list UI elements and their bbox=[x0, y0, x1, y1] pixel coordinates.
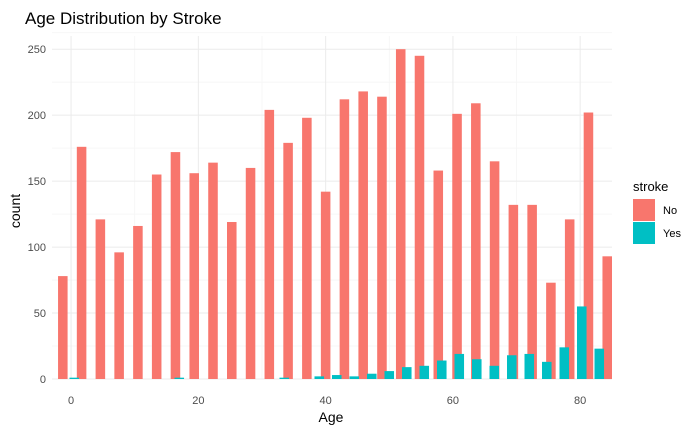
bars bbox=[58, 49, 612, 380]
bar-yes bbox=[472, 359, 482, 379]
bar-yes bbox=[542, 361, 552, 379]
bar-no bbox=[208, 162, 218, 379]
bar-yes bbox=[594, 348, 605, 379]
bar-yes bbox=[437, 360, 447, 379]
bar-yes bbox=[402, 367, 412, 379]
bar-yes bbox=[559, 347, 570, 379]
x-tick-label: 60 bbox=[447, 395, 459, 407]
bar-no bbox=[58, 276, 68, 379]
tick-labels: 0 50 100 150 200 250 0 20 40 60 80 bbox=[28, 44, 587, 407]
bar-yes bbox=[314, 376, 325, 379]
bar-no bbox=[527, 204, 537, 379]
y-tick-label: 250 bbox=[28, 44, 46, 56]
bar-no bbox=[320, 191, 331, 379]
bar-no bbox=[76, 146, 87, 379]
bar-yes bbox=[332, 375, 342, 379]
bar-yes bbox=[367, 373, 377, 379]
bar-yes bbox=[507, 355, 517, 379]
y-tick-label: 50 bbox=[34, 308, 46, 320]
bar-no bbox=[339, 99, 350, 380]
legend-label-yes: Yes bbox=[663, 228, 681, 240]
bar-yes bbox=[419, 365, 430, 379]
bar-no bbox=[489, 161, 500, 379]
bar-no bbox=[452, 113, 462, 379]
legend: stroke No Yes bbox=[633, 179, 681, 244]
bar-no bbox=[358, 91, 368, 380]
legend-title: stroke bbox=[633, 179, 668, 194]
x-tick-label: 20 bbox=[192, 395, 204, 407]
y-tick-label: 150 bbox=[28, 176, 46, 188]
bar-yes bbox=[174, 377, 185, 379]
bar-yes bbox=[577, 306, 587, 379]
bar-yes bbox=[489, 365, 500, 379]
bar-yes bbox=[524, 353, 535, 379]
bar-no bbox=[151, 174, 162, 379]
bar-no bbox=[564, 219, 575, 379]
bar-yes bbox=[349, 376, 360, 379]
legend-label-no: No bbox=[663, 205, 677, 217]
bar-no bbox=[264, 109, 275, 379]
bar-no bbox=[227, 222, 237, 379]
bar-no bbox=[302, 117, 312, 380]
bar-no bbox=[546, 282, 556, 379]
bar-yes bbox=[69, 377, 80, 379]
bar-no bbox=[433, 170, 444, 379]
y-tick-label: 200 bbox=[28, 110, 46, 122]
bar-no bbox=[395, 49, 406, 379]
bar-no bbox=[583, 112, 594, 379]
chart-title: Age Distribution by Stroke bbox=[25, 9, 222, 28]
bar-no bbox=[602, 256, 612, 379]
bar-no bbox=[508, 204, 519, 379]
bar-no bbox=[283, 142, 293, 379]
bar-no bbox=[170, 152, 181, 379]
x-tick-label: 0 bbox=[68, 395, 74, 407]
x-tick-label: 40 bbox=[320, 395, 332, 407]
x-axis-title: Age bbox=[319, 409, 344, 425]
y-tick-label: 0 bbox=[40, 374, 46, 386]
bar-no bbox=[114, 252, 124, 379]
bar-no bbox=[377, 96, 387, 379]
bar-no bbox=[414, 55, 425, 380]
bar-yes bbox=[279, 377, 290, 379]
bar-yes bbox=[384, 371, 395, 379]
y-axis-title: count bbox=[7, 194, 23, 228]
legend-key-yes bbox=[633, 222, 655, 244]
bar-yes bbox=[454, 353, 465, 379]
bar-no bbox=[133, 225, 143, 379]
bar-no bbox=[95, 219, 106, 379]
bar-no bbox=[189, 173, 199, 379]
y-tick-label: 100 bbox=[28, 242, 46, 254]
x-tick-label: 80 bbox=[574, 395, 586, 407]
bar-no bbox=[245, 167, 256, 379]
legend-key-no bbox=[633, 199, 655, 221]
bar-no bbox=[471, 103, 481, 380]
